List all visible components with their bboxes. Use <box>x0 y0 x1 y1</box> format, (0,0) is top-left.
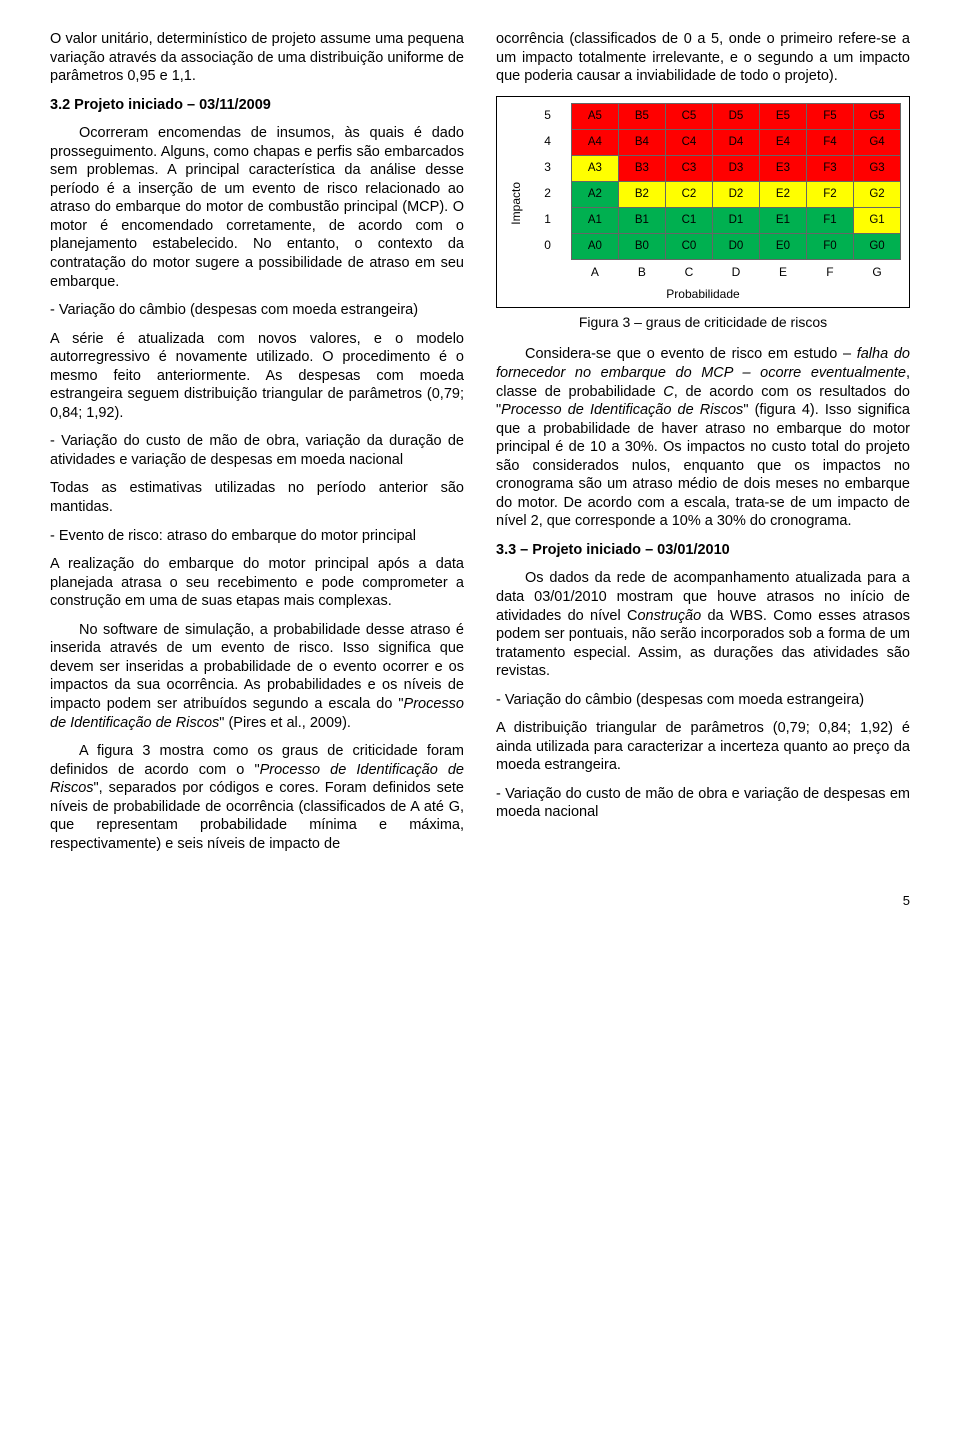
risk-cell: B5 <box>618 103 665 129</box>
risk-cell: G3 <box>853 155 900 181</box>
risk-cell: B1 <box>618 207 665 233</box>
text: No software de simulação, a probabilidad… <box>50 622 464 712</box>
y-axis-label: Impacto <box>505 164 524 225</box>
risk-cell: D2 <box>712 181 759 207</box>
risk-cell: C3 <box>665 155 712 181</box>
risk-matrix: Impacto 5A5B5C5D5E5F5G54A4B4C4D4E4F4G43A… <box>496 96 910 308</box>
risk-cell: A1 <box>571 207 618 233</box>
left-column: O valor unitário, determinístico de proj… <box>50 30 464 863</box>
risk-cell: C2 <box>665 181 712 207</box>
risk-cell: F0 <box>806 233 853 259</box>
risk-cell: E4 <box>759 129 806 155</box>
row-axis-label: 3 <box>524 155 571 181</box>
para: Considera-se que o evento de risco em es… <box>496 345 910 530</box>
para: A realização do embarque do motor princi… <box>50 555 464 611</box>
risk-cell: C0 <box>665 233 712 259</box>
risk-cell: C5 <box>665 103 712 129</box>
para: ocorrência (classificados de 0 a 5, onde… <box>496 30 910 86</box>
col-axis-label: B <box>618 259 665 285</box>
text-italic: C <box>663 384 673 400</box>
text: Considera-se que o evento de risco em es… <box>525 346 857 362</box>
risk-cell: E0 <box>759 233 806 259</box>
risk-cell: G1 <box>853 207 900 233</box>
section-heading: 3.3 – Projeto iniciado – 03/01/2010 <box>496 541 910 560</box>
risk-cell: D0 <box>712 233 759 259</box>
text-italic: onstrução <box>637 608 701 624</box>
para: - Variação do câmbio (despesas com moeda… <box>496 691 910 710</box>
para: No software de simulação, a probabilidad… <box>50 621 464 732</box>
figure-caption: Figura 3 – graus de criticidade de risco… <box>496 314 910 332</box>
risk-cell: E3 <box>759 155 806 181</box>
risk-cell: F1 <box>806 207 853 233</box>
risk-cell: A4 <box>571 129 618 155</box>
text-italic: Processo de Identificação de Riscos <box>501 402 743 418</box>
risk-cell: B2 <box>618 181 665 207</box>
col-axis-label: F <box>806 259 853 285</box>
figure-3: Impacto 5A5B5C5D5E5F5G54A4B4C4D4E4F4G43A… <box>496 96 910 332</box>
para: A série é atualizada com novos valores, … <box>50 330 464 423</box>
text: " (Pires et al., 2009). <box>219 715 351 731</box>
risk-cell: B4 <box>618 129 665 155</box>
para: Todas as estimativas utilizadas no perío… <box>50 479 464 516</box>
risk-cell: G2 <box>853 181 900 207</box>
risk-cell: D3 <box>712 155 759 181</box>
row-axis-label: 4 <box>524 129 571 155</box>
para: A distribuição triangular de parâmetros … <box>496 719 910 775</box>
col-axis-label: E <box>759 259 806 285</box>
para: - Variação do câmbio (despesas com moeda… <box>50 301 464 320</box>
risk-cell: G5 <box>853 103 900 129</box>
risk-cell: F3 <box>806 155 853 181</box>
right-column: ocorrência (classificados de 0 a 5, onde… <box>496 30 910 863</box>
page-number: 5 <box>50 893 910 910</box>
row-axis-label: 2 <box>524 181 571 207</box>
para: O valor unitário, determinístico de proj… <box>50 30 464 86</box>
axis-blank <box>524 259 571 285</box>
para: A figura 3 mostra como os graus de criti… <box>50 742 464 853</box>
risk-cell: E2 <box>759 181 806 207</box>
x-axis-label: Probabilidade <box>505 287 901 302</box>
risk-cell: G4 <box>853 129 900 155</box>
risk-cell: E5 <box>759 103 806 129</box>
risk-cell: D4 <box>712 129 759 155</box>
risk-cell: C1 <box>665 207 712 233</box>
para: - Variação do custo de mão de obra e var… <box>496 785 910 822</box>
para: - Variação do custo de mão de obra, vari… <box>50 432 464 469</box>
two-column-layout: O valor unitário, determinístico de proj… <box>50 30 910 863</box>
para: Os dados da rede de acompanhamento atual… <box>496 569 910 680</box>
col-axis-label: D <box>712 259 759 285</box>
para: - Evento de risco: atraso do embarque do… <box>50 527 464 546</box>
risk-cell: A0 <box>571 233 618 259</box>
risk-cell: G0 <box>853 233 900 259</box>
row-axis-label: 5 <box>524 103 571 129</box>
risk-cell: C4 <box>665 129 712 155</box>
risk-cell: A2 <box>571 181 618 207</box>
risk-cell: F4 <box>806 129 853 155</box>
risk-cell: A5 <box>571 103 618 129</box>
risk-cell: B3 <box>618 155 665 181</box>
text: ", separados por códigos e cores. Foram … <box>50 780 464 852</box>
risk-cell: D1 <box>712 207 759 233</box>
risk-cell: B0 <box>618 233 665 259</box>
risk-cell: E1 <box>759 207 806 233</box>
col-axis-label: A <box>571 259 618 285</box>
col-axis-label: G <box>853 259 900 285</box>
risk-matrix-table: 5A5B5C5D5E5F5G54A4B4C4D4E4F4G43A3B3C3D3E… <box>524 103 901 286</box>
row-axis-label: 0 <box>524 233 571 259</box>
para: Ocorreram encomendas de insumos, às quai… <box>50 124 464 291</box>
text: " (figura 4). Isso significa que a proba… <box>496 402 910 529</box>
section-heading: 3.2 Projeto iniciado – 03/11/2009 <box>50 96 464 115</box>
risk-cell: A3 <box>571 155 618 181</box>
row-axis-label: 1 <box>524 207 571 233</box>
risk-cell: F2 <box>806 181 853 207</box>
risk-cell: D5 <box>712 103 759 129</box>
col-axis-label: C <box>665 259 712 285</box>
risk-cell: F5 <box>806 103 853 129</box>
